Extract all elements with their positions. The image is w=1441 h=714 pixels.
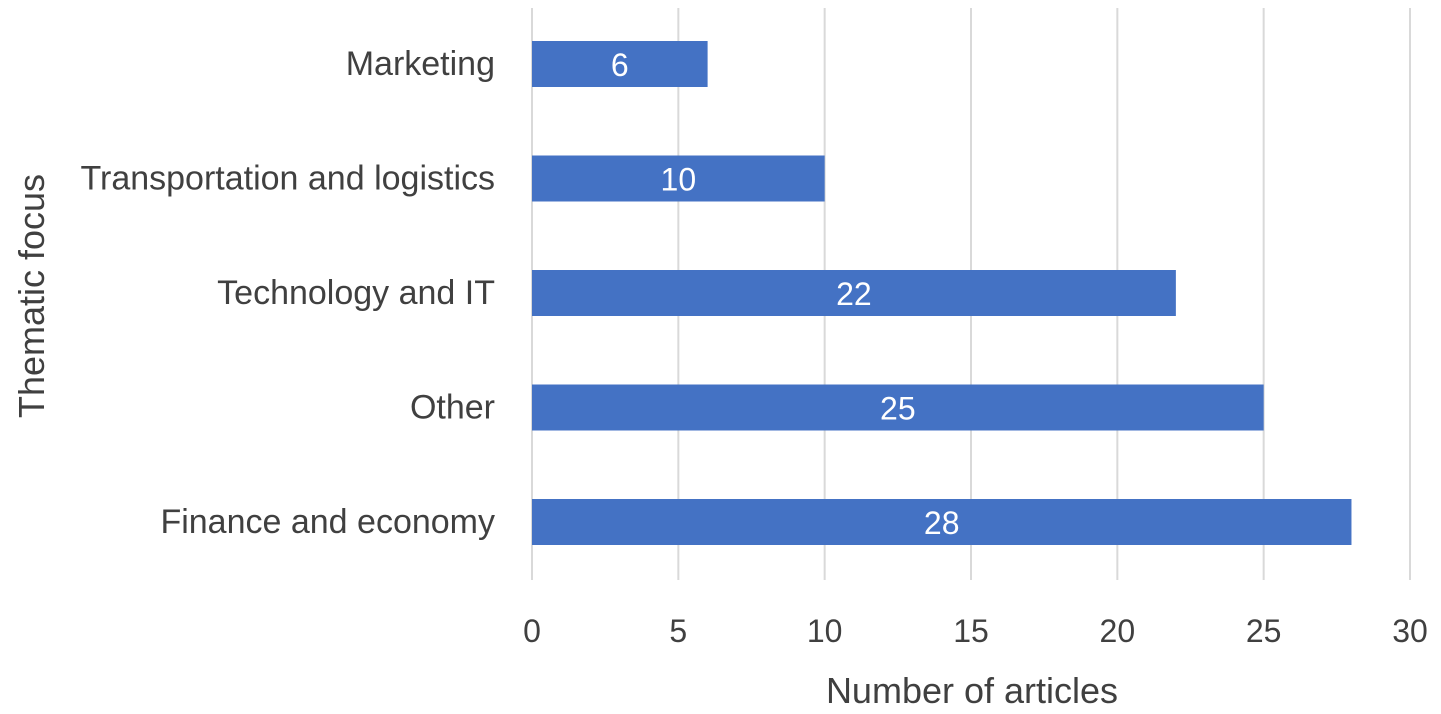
category-label: Marketing xyxy=(346,45,495,83)
category-labels: Marketing Transportation and logistics Tec… xyxy=(80,45,495,541)
bar xyxy=(532,384,1264,431)
data-label: 28 xyxy=(924,505,960,541)
x-tick-label: 5 xyxy=(669,613,687,649)
bar xyxy=(532,41,708,87)
x-tick-label: 30 xyxy=(1392,613,1428,649)
bar xyxy=(532,499,1352,545)
x-tick-label: 0 xyxy=(523,613,541,649)
category-label: Other xyxy=(410,389,495,427)
x-tick-label: 20 xyxy=(1100,613,1136,649)
x-axis-title: Number of articles xyxy=(826,670,1118,711)
data-label: 22 xyxy=(836,276,872,312)
bar xyxy=(532,270,1176,316)
bar xyxy=(532,155,825,202)
data-label: 10 xyxy=(661,162,697,198)
data-label: 25 xyxy=(880,391,916,427)
category-label: Transportation and logistics xyxy=(80,160,495,198)
x-tick-labels: 0 5 10 15 20 25 30 xyxy=(523,613,1428,649)
category-label: Finance and economy xyxy=(160,503,495,541)
x-tick-label: 10 xyxy=(807,613,843,649)
x-tick-label: 15 xyxy=(953,613,989,649)
y-axis-title: Thematic focus xyxy=(11,174,52,418)
category-label: Technology and IT xyxy=(217,274,495,312)
data-label: 6 xyxy=(611,47,629,83)
bars: 6 10 22 25 28 xyxy=(532,41,1352,545)
x-tick-label: 25 xyxy=(1246,613,1282,649)
